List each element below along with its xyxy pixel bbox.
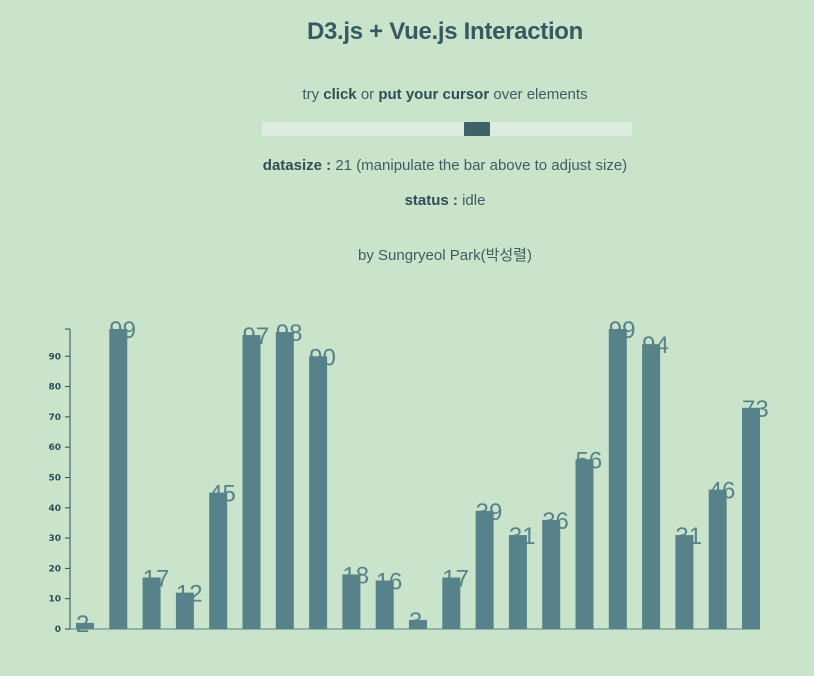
hint-click: click [323, 86, 357, 103]
bar[interactable] [508, 535, 527, 629]
bar-value-label: 3 [409, 608, 422, 635]
bar-value-label: 99 [109, 317, 136, 344]
bar-value-label: 46 [709, 478, 736, 505]
bar-value-label: 45 [209, 481, 236, 508]
instruction-text: try click or put your cursor over elemen… [0, 86, 814, 103]
bar-value-label: 39 [476, 499, 503, 526]
bar[interactable] [742, 407, 760, 629]
bar-value-label: 18 [342, 562, 369, 589]
y-tick-label: 10 [48, 595, 61, 605]
bar[interactable] [642, 344, 661, 629]
bar[interactable] [109, 329, 128, 629]
bar-value-label: 90 [309, 344, 336, 371]
datasize-info: datasize : 21 (manipulate the bar above … [0, 157, 814, 174]
bar[interactable] [608, 329, 627, 629]
hint-or: or [360, 86, 375, 103]
bar-value-label: 2 [76, 611, 89, 638]
bar-value-label: 73 [742, 396, 769, 423]
y-tick-label: 0 [55, 625, 61, 635]
bar[interactable] [242, 335, 261, 629]
bar-value-label: 56 [576, 447, 603, 474]
bar[interactable] [409, 619, 427, 629]
bar[interactable] [342, 574, 361, 629]
bar[interactable] [375, 580, 394, 629]
bar-value-label: 17 [143, 565, 170, 592]
hint-suffix: over elements [493, 86, 588, 103]
bar-value-label: 17 [442, 565, 469, 592]
bar-value-label: 12 [176, 581, 203, 608]
bar-value-label: 99 [609, 317, 636, 344]
status-label: status : [404, 192, 458, 209]
hint-cursor: put your cursor [378, 86, 490, 103]
bar[interactable] [142, 577, 161, 629]
datasize-slider-thumb[interactable] [464, 122, 491, 136]
bar[interactable] [76, 622, 94, 629]
bar-value-label: 31 [675, 523, 702, 550]
y-tick-label: 50 [48, 473, 61, 483]
bar[interactable] [675, 535, 694, 629]
y-tick-label: 60 [48, 443, 61, 453]
bar[interactable] [708, 489, 727, 629]
bar-value-label: 16 [376, 569, 403, 596]
y-tick-label: 20 [48, 564, 61, 574]
datasize-slider[interactable] [262, 122, 632, 136]
author-credit: by Sungryeol Park(박성렬) [358, 247, 532, 264]
bar[interactable] [175, 592, 194, 629]
y-tick-label: 70 [48, 413, 61, 423]
y-tick-label: 40 [48, 504, 61, 514]
datasize-value: 21 [335, 157, 353, 174]
bar-value-label: 94 [642, 332, 669, 359]
datasize-label: datasize : [262, 157, 332, 174]
bar[interactable] [475, 510, 494, 629]
bar-value-label: 98 [276, 320, 303, 347]
bar[interactable] [275, 332, 294, 629]
bar[interactable] [575, 459, 594, 629]
hint-prefix: try [302, 86, 320, 103]
bar[interactable] [209, 492, 228, 629]
bar[interactable] [442, 577, 461, 629]
y-tick-label: 30 [48, 534, 61, 544]
datasize-note: (manipulate the bar above to adjust size… [356, 157, 628, 174]
bar-value-label: 36 [542, 508, 569, 535]
status-value: idle [462, 192, 486, 209]
bar-value-label: 31 [509, 523, 536, 550]
y-tick-label: 80 [48, 383, 61, 393]
y-tick-label: 90 [48, 352, 61, 362]
status-info: status : idle [0, 192, 814, 209]
bar[interactable] [542, 519, 561, 629]
page-title: D3.js + Vue.js Interaction [306, 18, 584, 45]
bar-value-label: 97 [243, 323, 270, 350]
bar[interactable] [309, 356, 328, 629]
